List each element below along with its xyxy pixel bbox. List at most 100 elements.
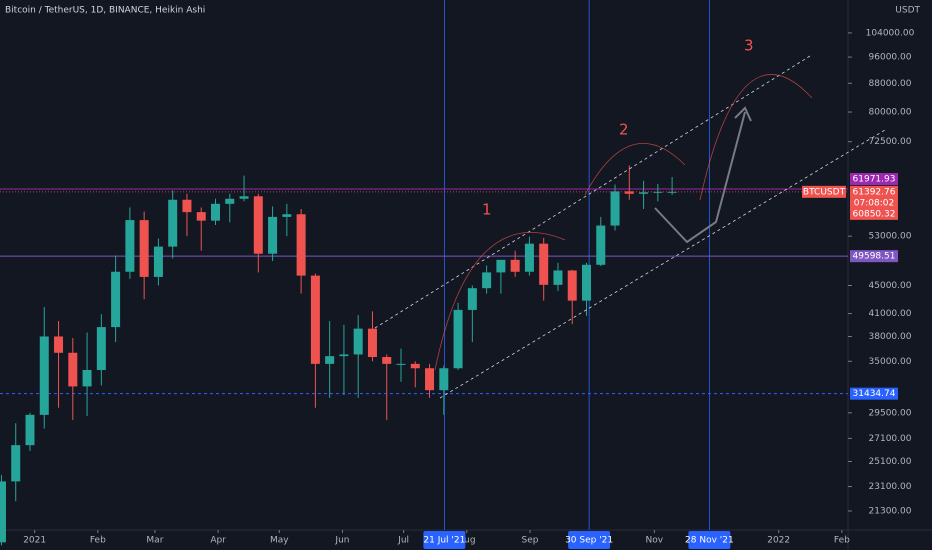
y-tick-label: 21300.00	[869, 507, 912, 517]
y-tick-label: 104000.00	[866, 28, 915, 38]
candle-body	[382, 356, 392, 364]
candle-body	[453, 309, 463, 369]
axis: 104000.00 96000.00 88000.00 80000.00 72500.0…	[23, 28, 915, 549]
candle-body	[310, 275, 320, 364]
candle-body	[510, 259, 520, 272]
date-label: 30 Sep '21	[565, 536, 613, 546]
x-tick-label: Mar	[146, 536, 163, 546]
candle-body	[610, 191, 620, 226]
level-tag	[850, 387, 898, 400]
candle-body	[153, 246, 163, 277]
x-tick-label: Sep	[522, 536, 539, 546]
candle-body	[524, 243, 534, 272]
candle-body	[553, 270, 563, 285]
y-tick-label: 72500.00	[869, 137, 912, 147]
y-tick-label: 29500.00	[869, 408, 912, 418]
channel-line	[439, 129, 886, 399]
x-tick-label: Nov	[646, 536, 664, 546]
y-tick-label: 41000.00	[869, 309, 912, 319]
candle-body	[239, 196, 249, 199]
candle-body	[410, 363, 420, 369]
wave-label: 3	[744, 37, 754, 55]
candle-body	[296, 214, 306, 276]
candle-body	[11, 445, 21, 482]
candle-body	[182, 199, 192, 213]
projection-arrow	[654, 111, 746, 244]
y-tick-label: 35000.00	[869, 357, 912, 367]
candle-body	[624, 191, 634, 194]
x-tick-label: Apr	[210, 536, 226, 546]
candle-body	[68, 352, 78, 387]
x-tick-label: Feb	[90, 536, 106, 546]
candle-body	[111, 271, 121, 328]
candle-body	[139, 220, 149, 277]
currency: USDT	[895, 6, 920, 16]
level-tag	[850, 173, 898, 186]
candle-body	[211, 203, 220, 221]
candle-body	[467, 288, 477, 310]
candle-body	[667, 191, 677, 193]
wave-label: 1	[482, 201, 492, 219]
candle-body	[196, 212, 206, 221]
candle-body	[225, 198, 235, 204]
level-tag	[850, 250, 898, 263]
price-tag	[850, 185, 898, 220]
candle-body	[325, 356, 335, 364]
date-label: 28 Nov '21	[685, 536, 734, 546]
y-tick-label: 88000.00	[869, 79, 912, 89]
x-tick-label: Aug	[458, 536, 476, 546]
candle-body	[54, 336, 64, 353]
candle-body	[439, 368, 449, 391]
candle-body	[125, 220, 135, 272]
y-tick-label: 23100.00	[869, 482, 912, 492]
level-tag-label: 61971.93	[853, 175, 896, 185]
candle-body	[496, 259, 506, 273]
candle-body	[596, 225, 606, 265]
price-tag-label: 61392.76	[853, 187, 896, 197]
candle-body	[582, 264, 591, 301]
y-tick-label: 25100.00	[869, 457, 912, 467]
y-tick-label: 96000.00	[869, 53, 912, 63]
wave-arc	[584, 143, 686, 196]
candle-body	[39, 336, 49, 415]
chart-title: Bitcoin / TetherUS, 1D, BINANCE, Heikin …	[5, 6, 205, 16]
candle-body	[0, 481, 6, 543]
candle-body	[567, 270, 577, 301]
arrow-head	[734, 106, 752, 122]
channel-line	[374, 55, 811, 329]
wave-arc	[434, 231, 566, 371]
x-tick-label: Jul	[397, 536, 409, 546]
candle-body	[96, 327, 106, 371]
candle-body	[425, 368, 435, 391]
candle-body	[25, 414, 35, 446]
wave-arc	[699, 74, 813, 201]
candle-body	[82, 370, 92, 387]
level-tag-label: 49598.51	[853, 252, 896, 262]
x-tick-label: 2021	[23, 536, 46, 546]
x-tick-label: Feb	[834, 536, 850, 546]
y-tick-label: 27100.00	[869, 434, 912, 444]
x-tick-label: 2022	[767, 536, 790, 546]
candle-body	[339, 354, 349, 357]
candle-body	[282, 214, 292, 217]
level-tag-label: 31434.74	[853, 389, 896, 399]
candle-body	[168, 199, 178, 247]
symbol-tag-label: BTCUSDT	[803, 187, 846, 197]
candle-body	[268, 216, 278, 254]
y-tick-label: 45000.00	[869, 281, 912, 291]
wave-label: 2	[619, 121, 629, 139]
date-label-box	[568, 531, 611, 549]
date-label-box	[688, 531, 731, 549]
y-tick-label: 53000.00	[869, 232, 912, 242]
y-tick-label: 38000.00	[869, 332, 912, 342]
price-low-label: 60850.32	[853, 209, 896, 219]
candle-body	[353, 328, 363, 355]
candle-body	[396, 363, 406, 365]
candle-body	[539, 243, 549, 285]
candle-body	[482, 272, 492, 289]
candle-body	[253, 196, 263, 254]
date-label: 21 Jul '21	[423, 536, 465, 546]
candle-body	[639, 192, 649, 194]
